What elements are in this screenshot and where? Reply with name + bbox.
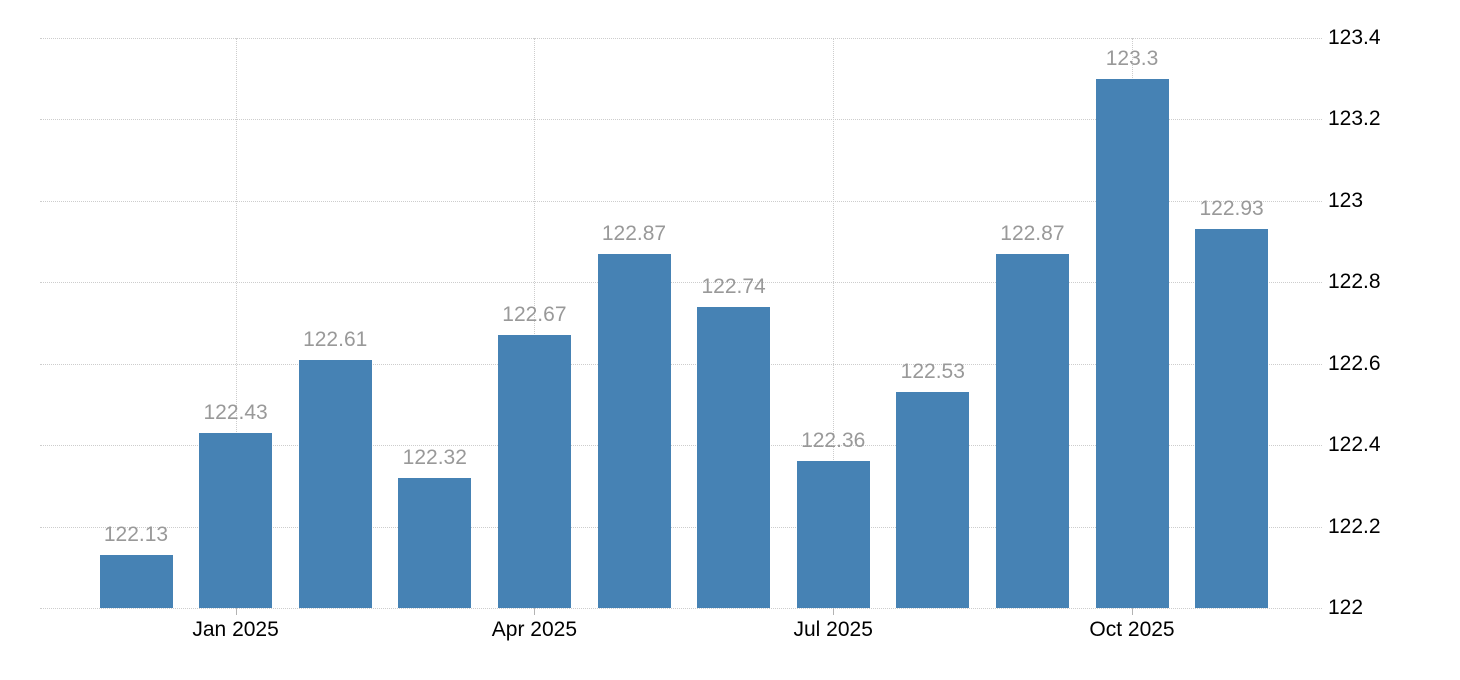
bar-value-label: 122.36 [801,429,866,453]
bar[interactable] [995,253,1069,608]
bar[interactable] [1095,78,1169,608]
y-axis-label: 122.4 [1328,433,1381,457]
bar-value-label: 122.74 [701,274,766,298]
y-gridline [40,526,1322,528]
x-gridline [235,38,237,608]
bar[interactable] [896,392,970,608]
bar[interactable] [597,253,671,608]
bar[interactable] [497,335,571,608]
bar-value-label: 122.32 [402,445,467,469]
bar-value-label: 122.13 [103,523,169,547]
x-axis-label: Oct 2025 [1089,618,1175,641]
y-axis-label: 122.8 [1328,270,1381,294]
x-axis-tick [833,608,835,615]
bar[interactable] [99,555,173,608]
bar-value-label: 122.93 [1199,197,1264,221]
x-axis-label: Jan 2025 [192,618,279,641]
y-axis-label: 123.4 [1328,26,1381,49]
bar[interactable] [1195,229,1269,608]
x-axis-label: Apr 2025 [491,618,578,641]
bar[interactable] [199,432,273,608]
y-gridline [40,200,1322,202]
y-gridline [40,445,1322,447]
bar-value-label: 122.61 [303,327,368,351]
y-gridline [40,282,1322,284]
y-gridline [40,608,1322,609]
bar-value-label: 122.53 [900,360,965,384]
x-axis-tick [235,608,237,615]
y-axis-label: 122.2 [1328,514,1381,538]
bar-value-label: 122.87 [601,221,667,245]
x-axis-label: Jul 2025 [793,618,873,641]
y-axis-label: 123.2 [1328,107,1381,131]
x-gridline [833,38,835,608]
bar-value-label: 122.67 [502,303,567,327]
x-axis-tick [1132,608,1133,615]
y-gridline [40,363,1322,365]
y-axis-label: 122.6 [1328,351,1381,375]
bar[interactable] [796,461,870,608]
bar-value-label: 122.87 [1000,221,1065,245]
bar[interactable] [298,359,372,608]
bar-value-label: 123.3 [1105,46,1159,70]
bar[interactable] [697,306,771,608]
bar[interactable] [398,477,472,608]
x-axis-tick [534,608,536,615]
bar-value-label: 122.43 [203,400,268,424]
y-axis-label: 122 [1328,596,1364,619]
y-gridline [40,38,1322,39]
y-gridline [40,119,1322,121]
x-gridline [534,38,536,608]
y-axis-label: 123 [1328,188,1364,212]
